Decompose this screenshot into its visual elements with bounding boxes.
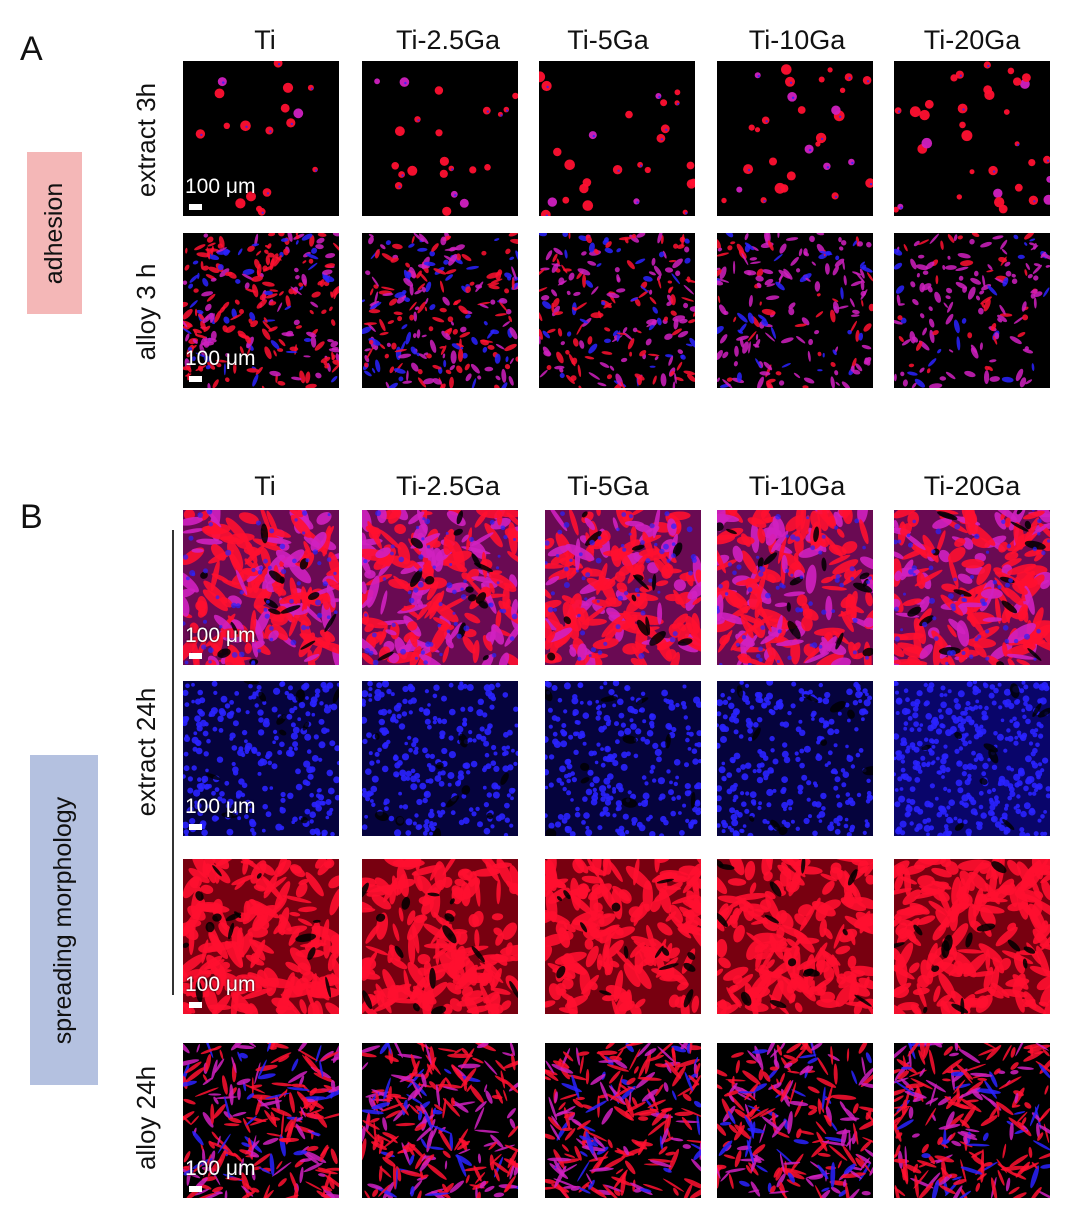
scale-bar (189, 376, 202, 382)
micrograph-alloy-3h-ti-5ga (539, 233, 695, 388)
micrograph-extract-24h-merged-ti-5ga (545, 510, 701, 665)
micrograph-image (539, 71, 695, 216)
micrograph-image (183, 859, 339, 1014)
scale-bar-label: 100 μm (185, 1157, 256, 1180)
micrograph-extract-24h-nuclei-ti-2-5ga (362, 681, 518, 836)
micrograph-alloy-24h-ti-10ga (717, 1043, 873, 1198)
spreading-category-label: spreading morphology (49, 796, 78, 1044)
micrograph-alloy-3h-ti-10ga (717, 233, 873, 388)
micrograph-image (539, 233, 695, 388)
micrograph-extract-24h-nuclei-ti-20ga (894, 681, 1050, 836)
adhesion-category-box: adhesion (27, 152, 82, 314)
micrograph-image (545, 859, 701, 1014)
micrograph-image (183, 1043, 339, 1198)
col-header-a-ti-5ga: Ti-5Ga (567, 25, 649, 55)
micrograph-image (183, 510, 339, 665)
micrograph-alloy-3h-ti (183, 233, 339, 388)
micrograph-alloy-24h-ti-2-5ga (362, 1043, 518, 1198)
scale-bar (189, 824, 202, 830)
micrograph-image (545, 1043, 701, 1198)
micrograph-image (362, 681, 518, 836)
micrograph-alloy-24h-ti (183, 1043, 339, 1198)
micrograph-extract-3h-ti (183, 61, 339, 216)
micrograph-extract-3h-ti-5ga (539, 61, 695, 216)
scale-bar-label: 100 μm (185, 175, 256, 198)
micrograph-alloy-24h-ti-5ga (545, 1043, 701, 1198)
micrograph-image (362, 1043, 518, 1198)
micrograph-extract-24h-nuclei-ti (183, 681, 339, 836)
micrograph-image (545, 681, 701, 836)
micrograph-image (717, 510, 873, 665)
row-label-extract-24h: extract 24h (131, 687, 161, 817)
micrograph-alloy-3h-ti-20ga (894, 233, 1050, 388)
col-header-a-ti-10ga: Ti-10Ga (748, 25, 846, 55)
col-header-b-ti-5ga: Ti-5Ga (567, 471, 649, 501)
panel-letter-b: B (20, 498, 43, 536)
micrograph-extract-3h-ti-2-5ga (362, 61, 518, 216)
col-header-b-ti: Ti (254, 471, 276, 501)
col-header-b-ti-2-5ga: Ti-2.5Ga (395, 471, 501, 501)
micrograph-image (183, 681, 339, 836)
scale-bar (189, 1186, 202, 1192)
micrograph-extract-24h-actin-ti-10ga (717, 859, 873, 1014)
col-header-b-ti-20ga: Ti-20Ga (923, 471, 1021, 501)
micrograph-extract-24h-merged-ti-20ga (894, 510, 1050, 665)
scale-bar (189, 653, 202, 659)
extract-24h-bracket (172, 530, 174, 995)
col-header-a-ti: Ti (254, 25, 276, 55)
scale-bar (189, 1002, 202, 1008)
scale-bar-label: 100 μm (185, 624, 256, 647)
scale-bar-label: 100 μm (185, 795, 256, 818)
micrograph-image (894, 61, 1050, 214)
micrograph-extract-3h-ti-20ga (894, 61, 1050, 216)
micrograph-extract-24h-merged-ti (183, 510, 339, 665)
micrograph-alloy-24h-ti-20ga (894, 1043, 1050, 1198)
micrograph-image (894, 510, 1050, 665)
micrograph-image (374, 77, 518, 216)
micrograph-extract-24h-actin-ti-2-5ga (362, 859, 518, 1014)
micrograph-image (183, 233, 339, 388)
micrograph-extract-24h-nuclei-ti-5ga (545, 681, 701, 836)
micrograph-image (195, 61, 318, 216)
micrograph-extract-24h-actin-ti-5ga (545, 859, 701, 1014)
micrograph-image (362, 510, 518, 665)
spreading-category-box: spreading morphology (30, 755, 98, 1085)
micrograph-extract-24h-nuclei-ti-10ga (717, 681, 873, 836)
col-header-a-ti-20ga: Ti-20Ga (923, 25, 1021, 55)
micrograph-extract-24h-merged-ti-10ga (717, 510, 873, 665)
micrograph-image (894, 859, 1050, 1014)
micrograph-image (894, 681, 1050, 836)
col-header-b-ti-10ga: Ti-10Ga (748, 471, 846, 501)
micrograph-extract-24h-actin-ti (183, 859, 339, 1014)
scale-bar-label: 100 μm (185, 973, 256, 996)
micrograph-image (717, 1043, 873, 1198)
row-label-alloy-3h: alloy 3 h (131, 263, 161, 361)
micrograph-extract-24h-actin-ti-20ga (894, 859, 1050, 1014)
micrograph-extract-3h-ti-10ga (717, 61, 873, 216)
scale-bar-label: 100 μm (185, 347, 256, 370)
micrograph-image (362, 859, 518, 1014)
row-label-alloy-24h: alloy 24h (131, 1065, 161, 1171)
micrograph-image (717, 859, 873, 1014)
micrograph-image (717, 681, 873, 836)
micrograph-image (894, 233, 1050, 388)
scale-bar (189, 204, 202, 210)
micrograph-image (721, 64, 873, 204)
col-header-a-ti-2-5ga: Ti-2.5Ga (395, 25, 501, 55)
micrograph-image (545, 510, 701, 665)
micrograph-alloy-3h-ti-2-5ga (362, 233, 518, 388)
row-label-extract-3h: extract 3h (131, 82, 161, 198)
micrograph-image (362, 233, 518, 388)
micrograph-image (894, 1043, 1050, 1198)
panel-letter-a: A (20, 30, 43, 68)
micrograph-image (717, 233, 873, 388)
adhesion-category-label: adhesion (40, 182, 69, 284)
micrograph-extract-24h-merged-ti-2-5ga (362, 510, 518, 665)
